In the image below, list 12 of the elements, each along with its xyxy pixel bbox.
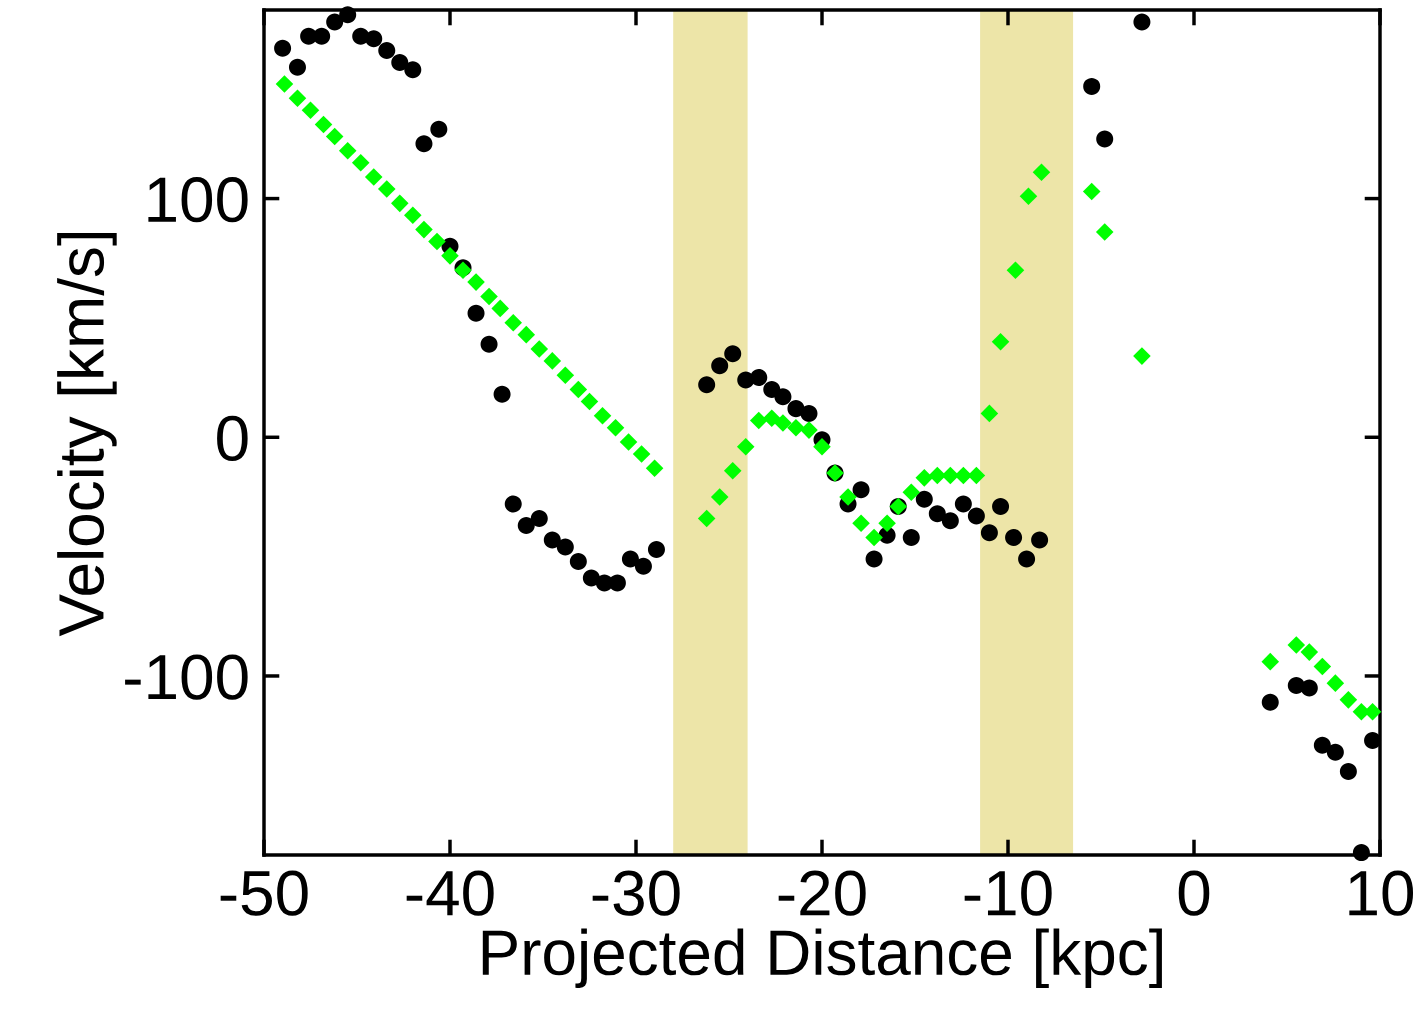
x-tick-label: -30 <box>592 870 680 916</box>
y-tick-label: 0 <box>217 415 248 462</box>
y-tick-label: 100 <box>148 177 248 223</box>
x-tick-label: -40 <box>406 870 494 916</box>
x-tick-label: 10 <box>1349 870 1414 916</box>
y-axis-title: Velocity [km/s] <box>57 232 117 637</box>
y-tick-label: -100 <box>125 654 248 700</box>
x-tick-label: -20 <box>778 870 866 916</box>
x-tick-label: -10 <box>964 870 1052 916</box>
x-axis-title: Projected Distance [kpc] <box>482 928 1162 988</box>
x-tick-label: -50 <box>220 870 308 916</box>
x-tick-label: 0 <box>1178 870 1210 916</box>
